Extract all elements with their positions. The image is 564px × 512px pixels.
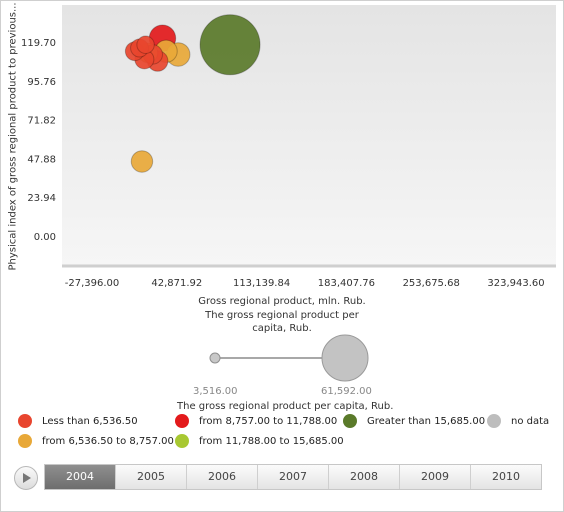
size-scale-title: The gross regional product per capita, R… (177, 401, 394, 412)
legend-marker (175, 434, 189, 448)
legend-item-11788-to-15685[interactable]: from 11,788.00 to 15,685.00 (175, 433, 344, 449)
year-tab-2010[interactable]: 2010 (492, 470, 520, 483)
legend-marker (18, 414, 32, 428)
bubble-chart: 119.70 95.76 71.82 47.88 23.94 0.00 -27,396.0… (21, 5, 556, 289)
size-min-label: 3,516.00 (193, 386, 238, 397)
legend-label: no data (511, 415, 550, 427)
legend-item-8757-to-11788[interactable]: from 8,757.00 to 11,788.00 (175, 413, 337, 429)
legend-label: Less than 6,536.50 (42, 415, 138, 427)
x-axis-title: Gross regional product, mln. Rub. (198, 296, 366, 307)
legend-item-6536-to-8757[interactable]: from 6,536.50 to 8,757.00 (18, 433, 174, 449)
y-tick-label: 71.82 (27, 116, 56, 127)
x-tick-label: 323,943.60 (487, 278, 544, 289)
x-tick-label: 253,675.68 (403, 278, 460, 289)
year-tab-2007[interactable]: 2007 (258, 465, 329, 489)
y-tick-label: 0.00 (34, 232, 56, 243)
legend-item-no-data[interactable]: no data (487, 413, 549, 429)
x-tick-label: 42,871.92 (151, 278, 202, 289)
legend-item-greater-than-15685[interactable]: Greater than 15,685.00 (343, 413, 485, 429)
y-tick-label: 47.88 (27, 154, 56, 165)
legend-label: from 6,536.50 to 8,757.00 (42, 435, 174, 447)
legend-marker (18, 434, 32, 448)
x-tick-label: 183,407.76 (318, 278, 375, 289)
year-tab-2004[interactable]: 2004 (45, 465, 116, 489)
size-scale-min-circle (209, 352, 221, 364)
year-tab-2008[interactable]: 2008 (329, 465, 400, 489)
year-tab-2009[interactable]: 2009 (400, 465, 471, 489)
legend-label: from 8,757.00 to 11,788.00 (199, 415, 338, 427)
y-tick-label: 119.70 (21, 38, 56, 49)
bubble-point[interactable] (199, 14, 261, 76)
year-tab-2006[interactable]: 2006 (187, 465, 258, 489)
year-tab-2005[interactable]: 2005 (116, 465, 187, 489)
legend-label: from 11,788.00 to 15,685.00 (199, 435, 344, 447)
legend-marker (343, 414, 357, 428)
size-scale (209, 334, 369, 382)
year-tabs: 2004 2005 2006 2007 2008 2009 2010 (44, 464, 542, 490)
y-tick-label: 95.76 (27, 77, 56, 88)
year-timeline: 2004 2005 2006 2007 2008 2009 2010 (12, 462, 542, 492)
x-tick-label: 113,139.84 (233, 278, 290, 289)
y-tick-label: 23.94 (27, 193, 56, 204)
x-tick-label: -27,396.00 (65, 278, 120, 289)
size-caption: The gross regional product per capita, R… (205, 310, 359, 334)
size-max-label: 61,592.00 (321, 386, 372, 397)
legend-label: Greater than 15,685.00 (367, 415, 486, 427)
y-axis-title: Physical index of gross regional product… (7, 2, 19, 271)
bubble-point[interactable] (130, 150, 154, 173)
legend-marker (487, 414, 501, 428)
bubble-point[interactable] (136, 35, 155, 54)
play-icon[interactable] (14, 466, 38, 490)
legend-item-less-than-6536[interactable]: Less than 6,536.50 (18, 413, 138, 429)
size-scale-max-circle (321, 334, 369, 382)
legend-marker (175, 414, 189, 428)
